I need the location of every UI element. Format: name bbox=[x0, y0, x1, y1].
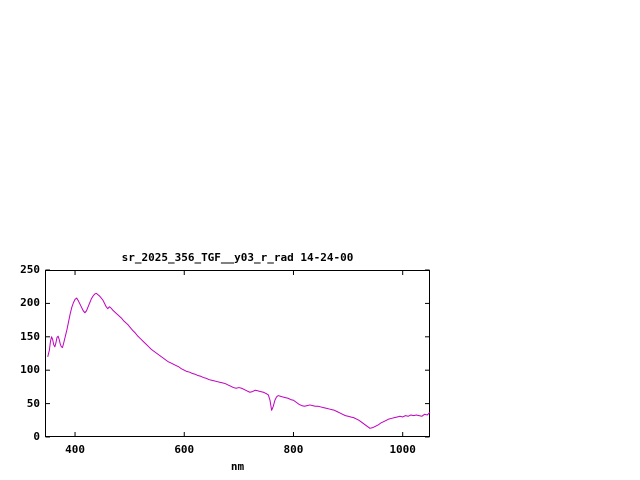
y-tick-label: 200 bbox=[20, 296, 40, 310]
y-tick-label: 0 bbox=[33, 430, 40, 443]
plot-area bbox=[45, 269, 431, 438]
x-axis-label: nm bbox=[230, 460, 245, 473]
y-tick-label: 100 bbox=[20, 363, 40, 377]
y-tick-label: 250 bbox=[20, 263, 40, 276]
x-tick-label: 1000 bbox=[389, 443, 416, 456]
spectrum-line bbox=[47, 292, 431, 429]
x-tick-label: 800 bbox=[283, 443, 304, 456]
x-tick-label: 600 bbox=[174, 443, 195, 456]
y-tick-label: 50 bbox=[26, 396, 40, 410]
plot-border bbox=[45, 270, 430, 437]
x-tick-label: 400 bbox=[65, 443, 85, 456]
y-tick-label: 150 bbox=[20, 329, 40, 343]
chart-title: sr_2025_356_TGF__y03_r_rad 14-24-00 bbox=[121, 251, 354, 264]
